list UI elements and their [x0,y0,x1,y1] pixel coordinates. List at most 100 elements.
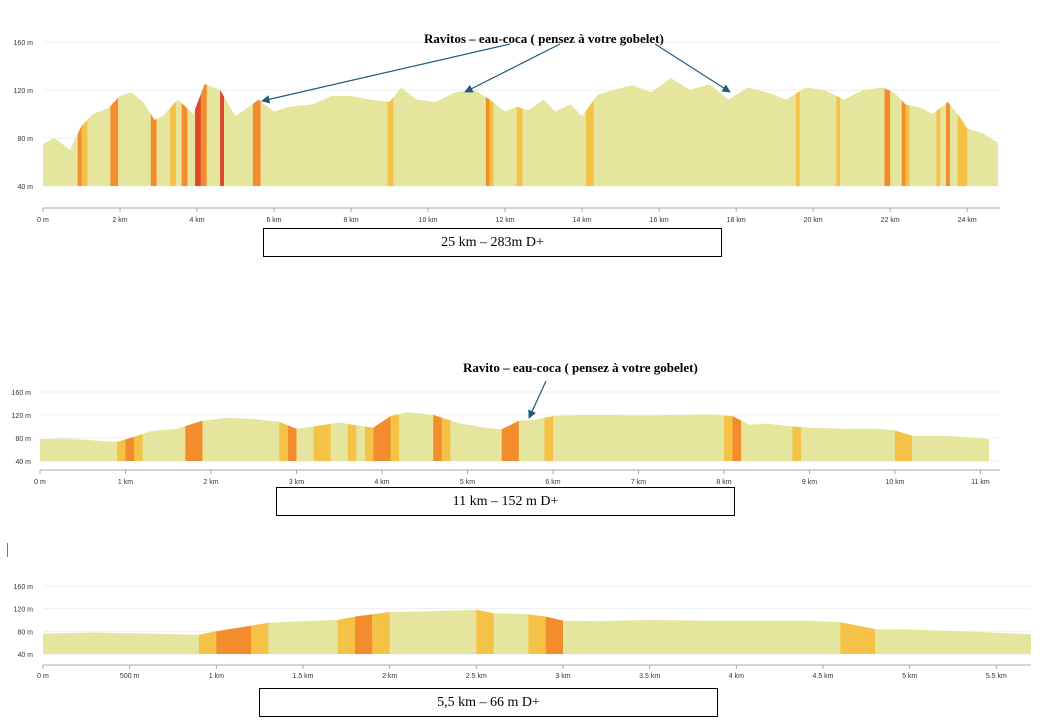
grade-band-yellow [279,421,288,461]
x-tick-label: 14 km [573,217,592,224]
grade-band-orange [373,416,391,461]
x-tick-label: 0 m [34,479,46,486]
caption-5km: 5,5 km – 66 m D+ [259,688,718,717]
x-tick-label: 5 km [902,673,917,680]
annotation-arrow [654,43,731,93]
grade-band-yellow [347,423,357,461]
annotation-arrow [261,43,511,104]
x-tick-label: 6 km [266,217,281,224]
x-tick-label: 3.5 km [639,673,660,680]
grade-band-orange [355,614,373,654]
y-tick-label: 80 m [17,136,33,143]
grade-band-red [220,90,224,186]
grade-band-yellow [337,616,355,654]
grade-band-yellow [313,423,331,461]
grade-band-yellow [516,106,523,186]
x-tick-label: 1.5 km [292,673,313,680]
y-tick-label: 120 m [14,88,34,95]
grade-band-orange [216,625,251,654]
y-tick-label: 40 m [15,459,31,466]
x-tick-label: 10 km [419,217,438,224]
x-tick-label: 4 km [729,673,744,680]
grade-band-yellow [372,612,390,654]
x-tick-label: 8 km [716,479,731,486]
grade-band-yellow [476,609,494,654]
grade-band-yellow [199,631,217,654]
x-tick-label: 0 m [37,673,49,680]
grade-band-yellow [251,622,269,654]
grade-band-yellow [792,426,801,461]
annotation-arrow [528,380,547,419]
grade-band-yellow [81,120,88,186]
grade-band-yellow [936,108,941,186]
x-tick-label: 20 km [804,217,823,224]
y-tick-label: 120 m [12,413,32,420]
grade-band-orange [884,88,891,186]
text-cursor [7,543,8,557]
x-tick-label: 2.5 km [466,673,487,680]
x-tick-label: 6 km [545,479,560,486]
x-tick-label: 2 km [203,479,218,486]
x-tick-label: 22 km [881,217,900,224]
grade-band-yellow [905,104,910,186]
elevation-chart-11km: 40 m 80 m 120 m 160 m 0 m 1 km 2 km 3 km 4 km 5 k… [12,390,1000,486]
x-tick-label: 12 km [496,217,515,224]
grade-band-orange [125,436,135,461]
grade-band-yellow [116,439,126,461]
grade-band-yellow [795,91,800,186]
grade-band-orange [946,102,950,186]
grade-band-yellow [364,426,374,461]
x-tick-label: 4 km [374,479,389,486]
caption-11km: 11 km – 152 m D+ [276,487,735,516]
x-tick-label: 4.5 km [812,673,833,680]
elevation-chart-25km: 40 m 80 m 120 m 160 m 0 m 2 km 4 km 6 km 8 km 10 … [14,40,1000,224]
grade-band-red [195,94,201,186]
grade-band-yellow [840,622,875,654]
y-tick-label: 80 m [15,436,31,443]
grade-band-yellow [894,430,913,461]
grade-band-yellow [170,101,176,186]
x-tick-label: 4 km [189,217,204,224]
caption-25km: 25 km – 283m D+ [263,228,722,257]
x-tick-label: 500 m [120,673,140,680]
x-tick-label: 7 km [631,479,646,486]
annotation-arrows [261,43,731,419]
grade-band-orange [77,126,82,186]
y-tick-label: 160 m [14,584,34,591]
grade-band-yellow [836,95,841,186]
grade-band-orange [181,103,188,186]
grade-band-yellow [585,100,594,186]
y-tick-label: 80 m [17,629,33,636]
x-tick-label: 2 km [382,673,397,680]
x-tick-label: 1 km [118,479,133,486]
grade-band-orange [501,420,519,461]
grade-band-orange [150,114,157,186]
x-tick-label: 3 km [555,673,570,680]
grade-band-orange [200,84,207,186]
grade-band-yellow [544,416,553,461]
y-tick-label: 40 m [17,652,33,659]
grade-band-orange [433,415,442,461]
x-tick-label: 9 km [802,479,817,486]
grade-band-orange [185,420,203,461]
grade-band-yellow [390,414,400,461]
grade-band-orange [545,616,563,654]
x-tick-label: 3 km [289,479,304,486]
x-tick-label: 11 km [971,479,990,486]
annotation-ravitos-25km: Ravitos – eau-coca ( pensez à votre gobe… [424,31,664,46]
grade-band-yellow [387,97,394,186]
grade-band-yellow [134,434,143,461]
grade-band-yellow [957,114,968,186]
y-tick-label: 160 m [14,40,34,47]
annotation-ravito-11km: Ravito – eau-coca ( pensez à votre gobel… [463,360,698,375]
y-tick-label: 160 m [12,390,32,397]
grade-band-orange [732,416,742,461]
grade-band-yellow [723,415,733,461]
grade-band-yellow [528,614,546,654]
grade-band-orange [485,97,490,186]
y-tick-label: 40 m [17,184,33,191]
x-tick-label: 5.5 km [986,673,1007,680]
elevation-chart-5km: 40 m 80 m 120 m 160 m 0 m 500 m 1 km 1.5 km 2 km… [14,584,1031,680]
grade-band-yellow [441,417,451,461]
